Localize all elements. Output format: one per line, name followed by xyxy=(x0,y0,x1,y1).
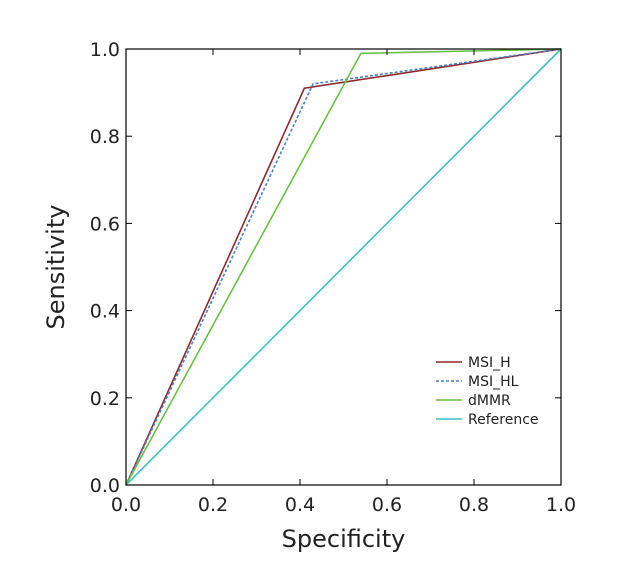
legend-label: MSI_HL xyxy=(468,374,519,390)
plot-frame xyxy=(125,48,562,486)
series-line-reference xyxy=(125,48,562,486)
y-tick-label: 1.0 xyxy=(90,39,120,61)
x-tick-label: 0.0 xyxy=(111,494,141,516)
x-tick-label: 0.4 xyxy=(285,494,315,516)
series-line-msi-hl xyxy=(125,48,562,486)
legend-label: dMMR xyxy=(468,393,511,409)
ticks-layer: 0.0 0.2 0.4 0.6 0.8 1.0 0.0 0.2 0.4 0.6 0.8 1.0 xyxy=(90,39,576,516)
y-tick-label: 0.6 xyxy=(90,213,120,235)
y-tick-label: 0.2 xyxy=(90,388,120,410)
legend: MSI_H MSI_HL dMMR Reference xyxy=(436,355,539,428)
x-tick-label: 0.2 xyxy=(198,494,228,516)
x-tick-label: 0.8 xyxy=(459,494,489,516)
y-axis-label: Sensitivity xyxy=(42,205,70,330)
legend-label: Reference xyxy=(468,412,539,428)
series-line-msi-h xyxy=(125,48,562,486)
x-axis-label: Specificity xyxy=(282,525,406,553)
series-layer xyxy=(125,48,562,486)
series-line-dmmr xyxy=(125,48,562,486)
y-tick-label: 0.8 xyxy=(90,126,120,148)
y-tick-label: 0.0 xyxy=(90,475,120,497)
x-tick-label: 1.0 xyxy=(546,494,576,516)
y-tick-label: 0.4 xyxy=(90,301,120,323)
legend-label: MSI_H xyxy=(468,355,511,371)
x-tick-label: 0.6 xyxy=(372,494,402,516)
